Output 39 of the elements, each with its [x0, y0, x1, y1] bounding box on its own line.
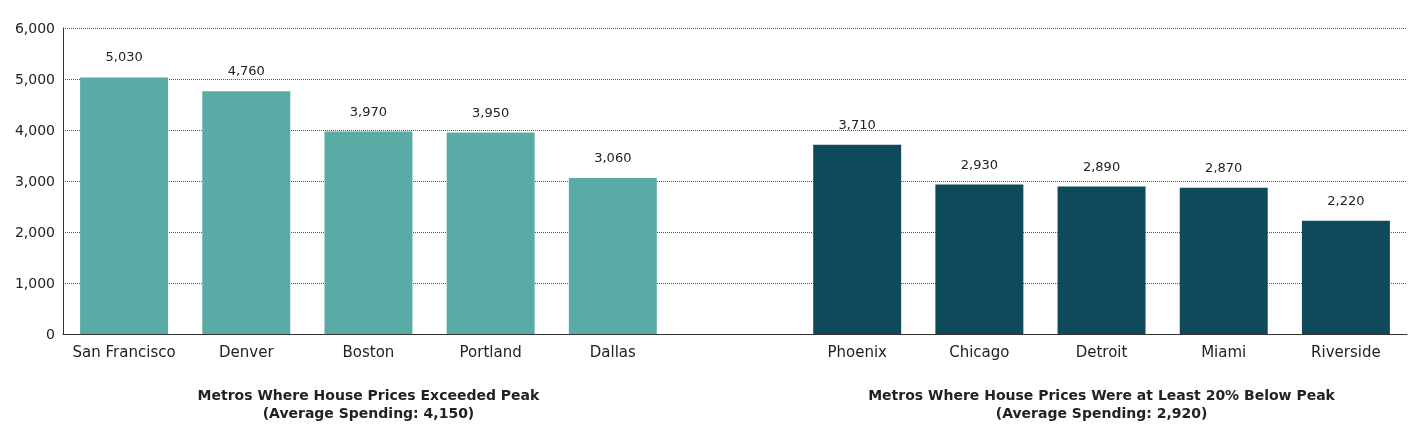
text: Metros Where House Prices Were at Least 20% Below Peak (Average Spending: 2,920)	[868, 387, 1336, 421]
bar	[1179, 187, 1268, 334]
x-tick-label: San Francisco	[72, 342, 176, 361]
data-label: 2,870	[1205, 159, 1243, 175]
bar	[446, 132, 535, 334]
x-tick-label: Denver	[218, 342, 275, 361]
bar	[1301, 220, 1390, 334]
y-tick-label: 1,000	[14, 275, 55, 291]
bar	[80, 77, 169, 334]
bar	[935, 184, 1024, 334]
data-label: 3,970	[349, 103, 388, 119]
data-label: 3,710	[838, 116, 876, 132]
bar	[324, 131, 413, 334]
x-tick-label: Boston	[342, 342, 395, 361]
x-tick-label: Dallas	[589, 342, 637, 361]
text: Metros Where House Prices Exceeded Peak (Average Spending: 4,150)	[197, 387, 541, 421]
data-label: 2,890	[1082, 158, 1121, 174]
y-tick-label: 4,000	[14, 122, 55, 138]
y-tick-label: 3,000	[14, 173, 55, 189]
x-tick-label: Portland	[459, 342, 522, 361]
data-label: 5,030	[105, 49, 143, 65]
y-tick-label: 5,000	[14, 71, 55, 87]
data-label: 4,760	[227, 63, 265, 79]
data-label: 2,930	[960, 156, 998, 172]
y-tick-label: 0	[46, 326, 55, 342]
y-tick-label: 6,000	[14, 20, 55, 36]
data-label: 3,950	[472, 104, 510, 120]
data-label: 2,220	[1327, 192, 1365, 208]
y-tick-label: 2,000	[14, 224, 55, 240]
x-tick-label: Miami	[1201, 342, 1247, 361]
x-tick-label: Phoenix	[827, 342, 888, 361]
bar	[1057, 186, 1146, 334]
bar	[202, 91, 291, 334]
x-tick-label: Chicago	[949, 342, 1010, 361]
bar	[813, 144, 902, 334]
x-tick-label: Riverside	[1311, 342, 1381, 361]
bar	[568, 177, 657, 334]
x-tick-label: Detroit	[1075, 342, 1128, 361]
data-label: 3,060	[594, 149, 632, 165]
